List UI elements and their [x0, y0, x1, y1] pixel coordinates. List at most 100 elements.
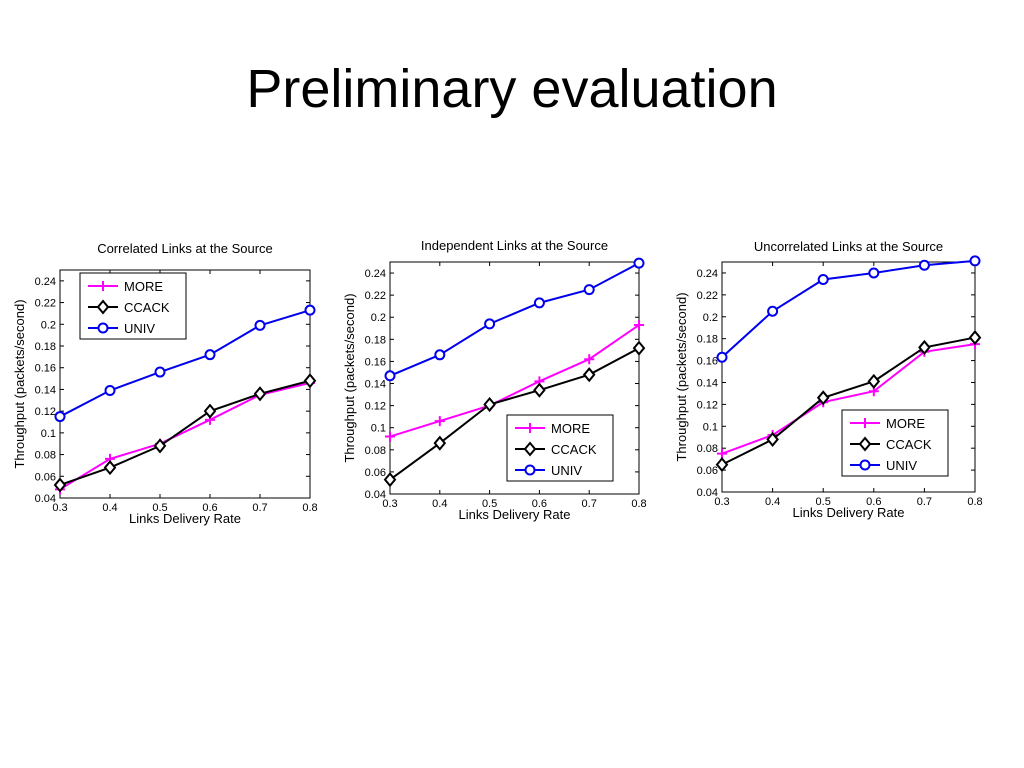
y-tick-label: 0.2	[703, 312, 718, 324]
y-tick-label: 0.06	[35, 471, 56, 483]
data-point	[104, 385, 116, 397]
y-tick-label: 0.04	[365, 489, 386, 501]
series-line	[59, 381, 311, 491]
data-point	[204, 349, 216, 361]
legend-label: CCACK	[886, 437, 932, 452]
y-tick-label: 0.04	[697, 487, 718, 499]
legend-label: UNIV	[886, 458, 917, 473]
y-tick-label: 0.12	[35, 406, 56, 418]
y-tick-label: 0.2	[371, 312, 386, 324]
series-line	[59, 379, 311, 486]
plot-area	[721, 261, 976, 493]
legend-marker	[858, 436, 872, 452]
y-tick-label: 0.06	[697, 465, 718, 477]
series-line	[59, 309, 311, 418]
data-point	[969, 255, 981, 267]
slide-title: Preliminary evaluation	[246, 59, 778, 119]
data-point	[54, 411, 66, 423]
y-tick-label: 0.16	[697, 356, 718, 368]
y-tick-label: 0.08	[697, 443, 718, 455]
legend-marker	[860, 418, 870, 428]
series-line	[721, 343, 976, 455]
data-point	[385, 431, 395, 442]
x-tick-label: 0.7	[252, 502, 267, 514]
y-tick-label: 0.22	[365, 290, 386, 302]
x-tick-label: 0.5	[816, 496, 831, 508]
data-point	[53, 477, 67, 493]
series-line	[389, 324, 640, 438]
data-point	[254, 319, 266, 331]
y-tick-label: 0.18	[697, 334, 718, 346]
legend-marker	[96, 299, 110, 315]
x-tick-label: 0.4	[432, 498, 447, 510]
data-point	[918, 339, 931, 355]
legend-marker	[525, 423, 535, 433]
series-univ	[384, 257, 645, 382]
series-ccack	[715, 330, 982, 473]
series-line	[389, 347, 640, 481]
data-point	[766, 431, 779, 447]
series-more	[55, 377, 315, 495]
data-point	[817, 274, 829, 286]
chart-title: Uncorrelated Links at the Source	[754, 239, 943, 254]
data-point	[383, 472, 397, 488]
legend-marker	[524, 464, 536, 476]
x-tick-label: 0.3	[382, 498, 397, 510]
legend: MORE CCACK UNIV	[841, 409, 949, 477]
chart-independent: Independent Links at the Source 0.04 0.06 0…	[342, 238, 647, 522]
legend: MORE CCACK UNIV	[506, 414, 614, 482]
data-point	[434, 349, 446, 361]
data-point	[434, 416, 445, 427]
legend-label: CCACK	[551, 442, 597, 457]
y-tick-label: 0.24	[365, 268, 386, 280]
chart-title: Correlated Links at the Source	[97, 241, 273, 256]
legend-marker	[98, 281, 108, 291]
series-ccack	[383, 340, 646, 488]
legend-marker	[97, 322, 109, 334]
y-tick-label: 0.08	[35, 450, 56, 462]
legend-label: MORE	[551, 421, 590, 436]
x-axis-label: Links Delivery Rate	[459, 507, 571, 522]
chart-correlated: Correlated Links at the Source 0.04 0.06 0.…	[12, 241, 318, 526]
data-point	[533, 297, 545, 309]
data-point	[484, 318, 496, 330]
y-tick-label: 0.18	[365, 334, 386, 346]
legend-label: UNIV	[124, 321, 155, 336]
y-tick-label: 0.2	[41, 319, 56, 331]
x-tick-label: 0.8	[302, 502, 317, 514]
x-tick-label: 0.7	[582, 498, 597, 510]
x-tick-label: 0.7	[917, 496, 932, 508]
y-tick-label: 0.14	[697, 377, 718, 389]
data-point	[583, 284, 595, 296]
y-tick-label: 0.12	[697, 399, 718, 411]
x-tick-label: 0.4	[102, 502, 117, 514]
data-point	[717, 448, 727, 459]
y-tick-label: 0.08	[365, 445, 386, 457]
data-point	[767, 305, 779, 317]
y-tick-label: 0.14	[365, 379, 386, 391]
y-tick-label: 0.22	[697, 290, 718, 302]
y-tick-label: 0.06	[365, 467, 386, 479]
data-point	[968, 330, 982, 346]
chart-title: Independent Links at the Source	[421, 238, 608, 253]
chart-uncorrelated: Uncorrelated Links at the Source 0.04 0.06…	[674, 239, 983, 520]
data-point	[634, 319, 644, 330]
legend-label: MORE	[886, 416, 925, 431]
series-line	[721, 336, 976, 466]
y-tick-label: 0.24	[35, 276, 56, 288]
x-tick-label: 0.5	[152, 502, 167, 514]
data-point	[253, 386, 267, 402]
data-point	[632, 340, 646, 356]
legend-label: CCACK	[124, 300, 170, 315]
y-tick-label: 0.22	[35, 298, 56, 310]
y-tick-label: 0.1	[703, 421, 718, 433]
x-tick-label: 0.8	[631, 498, 646, 510]
data-point	[716, 351, 728, 363]
data-point	[533, 382, 546, 398]
y-axis-label: Throughput (packets/second)	[674, 292, 689, 461]
x-tick-label: 0.8	[967, 496, 982, 508]
data-point	[303, 373, 317, 389]
data-point	[715, 457, 729, 473]
legend-label: MORE	[124, 279, 163, 294]
legend: MORE CCACK UNIV	[79, 272, 187, 340]
